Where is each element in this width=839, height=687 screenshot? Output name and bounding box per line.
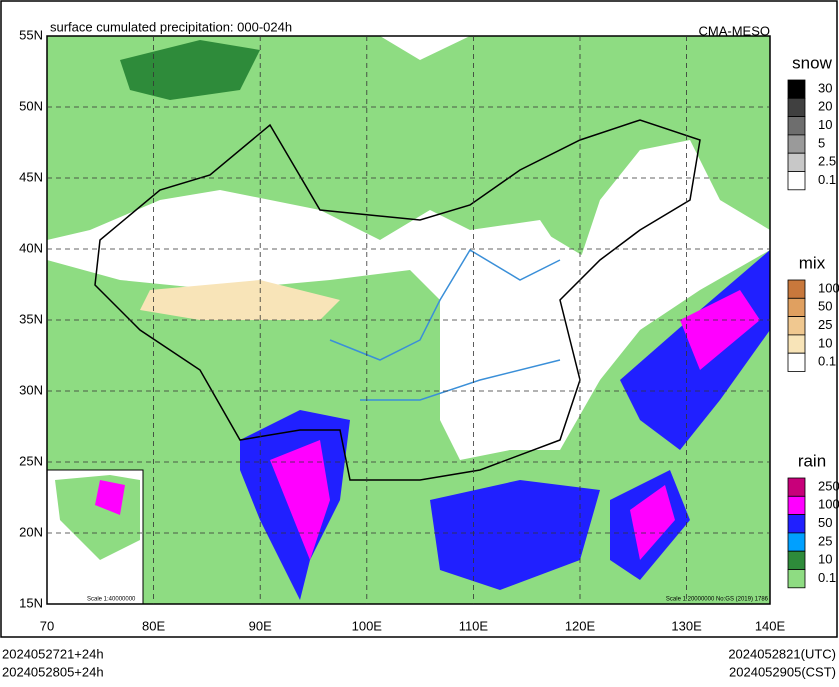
lat-label: 55N xyxy=(19,27,43,42)
footer-right: 2024052905(CST) xyxy=(729,664,836,679)
legend-level: 10 xyxy=(818,552,832,567)
footer-right: 2024052821(UTC) xyxy=(728,646,836,661)
river xyxy=(329,248,561,401)
legend-level: 0.1 xyxy=(818,172,836,187)
legend-swatch xyxy=(787,477,806,497)
rain-area xyxy=(680,290,760,370)
scale-note: Scale 1:20000000 No:GS (2019) 1786 xyxy=(666,597,769,603)
legend-swatch xyxy=(787,79,806,99)
legend-level: 0.1 xyxy=(818,570,836,585)
rain-area xyxy=(270,440,330,560)
lon-label: 110E xyxy=(459,618,489,633)
lat-label: 40N xyxy=(19,240,43,255)
legend-level: 100 xyxy=(818,497,839,512)
legend-level: 20 xyxy=(818,99,832,114)
legend-level: 30 xyxy=(818,80,832,95)
lat-label: 25N xyxy=(19,453,43,468)
lon-label: 140E xyxy=(755,618,786,633)
legend-level: 25 xyxy=(818,317,832,332)
lon-label: 90E xyxy=(249,618,272,633)
inset-rain xyxy=(95,480,125,515)
legend-title: rain xyxy=(798,451,826,470)
legend-level: 50 xyxy=(818,515,832,530)
legend-swatch xyxy=(787,495,806,515)
lon-label: 120E xyxy=(565,618,596,633)
legend-swatch xyxy=(787,171,806,191)
lon-label: 130E xyxy=(671,618,702,633)
source: CMA-MESO xyxy=(699,23,771,38)
rain-area xyxy=(120,40,260,100)
legend-swatch xyxy=(787,152,806,172)
lat-label: 50N xyxy=(19,98,43,113)
legend-level: 10 xyxy=(818,117,832,132)
legend-swatch xyxy=(787,352,806,372)
legend-swatch xyxy=(787,134,806,154)
footer-left: 2024052721+24h xyxy=(2,646,104,661)
lon-label: 80E xyxy=(142,618,165,633)
inset-scale-note: Scale 1:40000000 xyxy=(87,597,136,603)
rain-area xyxy=(47,36,770,260)
lat-label: 20N xyxy=(19,524,43,539)
lon-label: 100E xyxy=(352,618,383,633)
legend-swatch xyxy=(787,550,806,570)
legend-level: 50 xyxy=(818,299,832,314)
legend-title: snow xyxy=(792,53,832,72)
legend-level: 250 xyxy=(818,478,839,493)
legend-title: mix xyxy=(799,253,826,272)
legend-level: 10 xyxy=(818,335,832,350)
legend-swatch xyxy=(787,334,806,354)
legend-level: 2.5 xyxy=(818,154,836,169)
legend-swatch xyxy=(787,97,806,118)
lat-label: 15N xyxy=(19,595,43,610)
legend-swatch xyxy=(787,532,806,552)
legend-swatch xyxy=(787,297,806,317)
title: surface cumulated precipitation: 000-024… xyxy=(50,19,292,34)
legend-level: 25 xyxy=(818,533,832,548)
legend-level: 5 xyxy=(818,135,825,150)
lon-label: 70 xyxy=(40,618,54,633)
legend-level: 0.1 xyxy=(818,354,836,369)
legend-swatch xyxy=(787,279,806,299)
legend-swatch xyxy=(787,316,806,336)
rain-area xyxy=(430,480,600,590)
country-border xyxy=(94,119,701,481)
lat-label: 30N xyxy=(19,382,43,397)
legend-swatch xyxy=(787,514,806,534)
map xyxy=(46,35,771,605)
legend-swatch xyxy=(787,569,806,589)
legend-level: 100 xyxy=(818,280,839,295)
dry-area xyxy=(445,230,630,450)
lat-label: 35N xyxy=(19,311,43,326)
legend-swatch xyxy=(787,116,806,136)
rain-area xyxy=(630,485,675,560)
mix-area xyxy=(140,280,340,320)
footer-left: 2024052805+24h xyxy=(2,664,104,679)
lat-label: 45N xyxy=(19,169,43,184)
